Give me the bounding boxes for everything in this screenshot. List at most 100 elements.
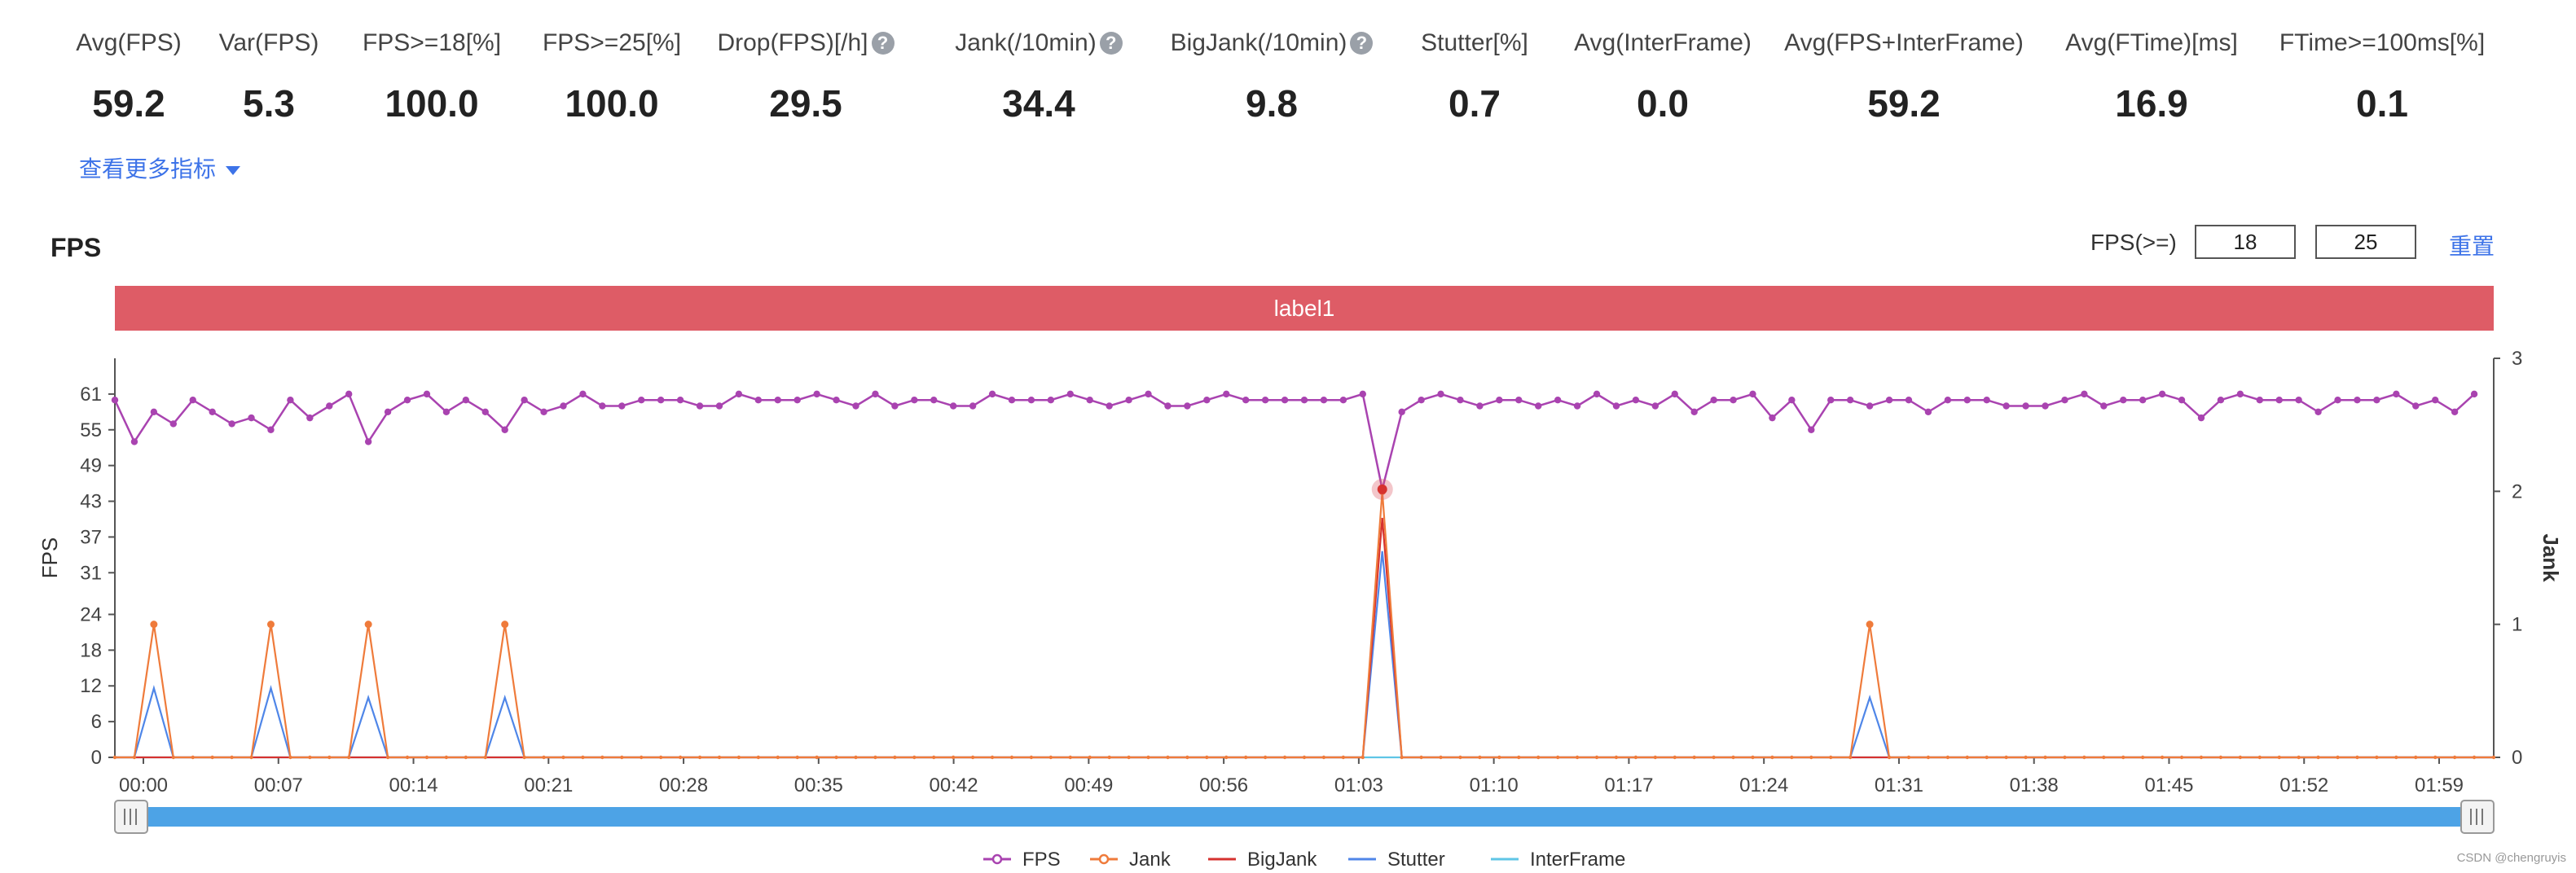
point-fps bbox=[1690, 408, 1698, 416]
metric-2: FPS>=18[%] 100.0 bbox=[301, 29, 562, 125]
point-fps bbox=[560, 402, 567, 410]
legend-item-interframe[interactable]: InterFrame bbox=[1530, 849, 1625, 871]
point-fps bbox=[2120, 396, 2127, 404]
point-fps bbox=[481, 408, 489, 416]
point-jank bbox=[1361, 755, 1365, 760]
metric-10: Avg(FTime)[ms] 16.9 bbox=[2021, 29, 2282, 125]
point-jank bbox=[347, 755, 351, 760]
point-jank bbox=[1945, 755, 1950, 760]
point-jank bbox=[2238, 755, 2243, 760]
point-jank bbox=[776, 755, 780, 760]
point-fps bbox=[521, 396, 528, 404]
point-fps bbox=[1398, 408, 1405, 416]
fps-threshold-input-2[interactable] bbox=[2315, 225, 2416, 259]
point-fps bbox=[462, 396, 470, 404]
point-jank bbox=[990, 755, 995, 760]
help-icon[interactable]: ? bbox=[871, 32, 895, 55]
point-fps bbox=[2314, 408, 2322, 416]
point-jank bbox=[893, 755, 897, 760]
point-fps bbox=[1145, 390, 1152, 398]
point-fps bbox=[2451, 408, 2459, 416]
point-fps bbox=[1106, 402, 1113, 410]
point-fps bbox=[1866, 402, 1874, 410]
y-right-tick-label: 3 bbox=[2512, 348, 2522, 370]
point-jank bbox=[581, 755, 585, 760]
y-left-tick-label: 43 bbox=[80, 491, 102, 513]
point-jank bbox=[522, 755, 526, 760]
x-tick-label: 01:52 bbox=[2279, 774, 2328, 796]
point-jank bbox=[2004, 755, 2008, 760]
point-jank bbox=[600, 755, 604, 760]
legend-item-bigjank[interactable]: BigJank bbox=[1247, 849, 1317, 871]
point-fps bbox=[442, 408, 451, 416]
point-jank bbox=[2452, 755, 2457, 760]
help-icon[interactable]: ? bbox=[1350, 32, 1374, 55]
point-fps bbox=[2354, 396, 2361, 404]
point-fps bbox=[1086, 396, 1093, 404]
point-fps bbox=[287, 396, 294, 404]
point-fps bbox=[189, 396, 196, 404]
point-jank bbox=[678, 755, 683, 760]
point-jank bbox=[815, 755, 819, 760]
legend-item-fps[interactable]: FPS bbox=[1022, 849, 1061, 871]
legend-item-jank[interactable]: Jank bbox=[1129, 849, 1172, 871]
point-jank bbox=[1731, 755, 1735, 760]
point-fps bbox=[1671, 390, 1678, 398]
metric-label: Jank(/10min)? bbox=[908, 29, 1169, 57]
point-jank bbox=[1166, 755, 1170, 760]
point-jank bbox=[756, 755, 761, 760]
point-jank bbox=[932, 755, 936, 760]
x-tick-label: 01:17 bbox=[1604, 774, 1653, 796]
metric-value: 5.3 bbox=[243, 82, 295, 125]
point-jank bbox=[266, 621, 275, 629]
point-jank bbox=[1653, 755, 1658, 760]
metric-value: 0.1 bbox=[2356, 82, 2408, 125]
point-jank bbox=[1107, 755, 1111, 760]
point-jank bbox=[1341, 755, 1346, 760]
point-fps bbox=[2217, 396, 2225, 404]
point-fps bbox=[1573, 402, 1581, 410]
point-fps bbox=[754, 396, 763, 404]
fps-threshold-input-1[interactable] bbox=[2195, 225, 2296, 259]
point-jank bbox=[2375, 755, 2379, 760]
point-jank bbox=[1243, 755, 1248, 760]
point-fps bbox=[1300, 396, 1308, 404]
point-fps bbox=[2412, 402, 2420, 410]
more-metrics-link[interactable]: 查看更多指标 bbox=[79, 151, 241, 184]
metric-5: Jank(/10min)? 34.4 bbox=[908, 29, 1169, 125]
x-tick-label: 00:35 bbox=[794, 774, 843, 796]
point-jank bbox=[1321, 755, 1326, 760]
metric-value: 59.2 bbox=[1867, 82, 1941, 125]
point-jank bbox=[1673, 755, 1677, 760]
series-line-jank bbox=[115, 491, 2494, 759]
metric-label-text: FTime>=100ms[%] bbox=[2279, 29, 2486, 56]
point-fps bbox=[1164, 402, 1172, 410]
point-jank bbox=[795, 755, 799, 760]
point-jank bbox=[2082, 755, 2086, 760]
point-jank bbox=[444, 755, 449, 760]
metric-value: 9.8 bbox=[1246, 82, 1298, 125]
point-jank bbox=[2394, 755, 2398, 760]
point-fps bbox=[1320, 396, 1328, 404]
point-jank bbox=[1809, 755, 1813, 760]
point-jank bbox=[2433, 755, 2438, 760]
point-fps bbox=[618, 402, 626, 410]
point-fps bbox=[150, 408, 158, 416]
point-jank bbox=[736, 755, 741, 760]
metric-label-text: Avg(FTime)[ms] bbox=[2065, 29, 2238, 56]
point-jank bbox=[1536, 755, 1541, 760]
x-tick-label: 01:31 bbox=[1875, 774, 1923, 796]
point-jank bbox=[1400, 755, 1404, 760]
metric-label: Avg(FPS+InterFrame) bbox=[1774, 29, 2034, 57]
help-icon[interactable]: ? bbox=[1099, 32, 1123, 55]
point-fps bbox=[169, 420, 178, 428]
reset-button[interactable]: 重置 bbox=[2449, 234, 2495, 259]
point-jank bbox=[1965, 755, 1969, 760]
point-jank bbox=[2102, 755, 2106, 760]
point-fps bbox=[1905, 396, 1913, 404]
point-jank bbox=[112, 755, 117, 760]
y-left-tick-label: 6 bbox=[91, 711, 102, 733]
y-left-tick-label: 37 bbox=[80, 526, 102, 548]
legend-item-stutter[interactable]: Stutter bbox=[1387, 849, 1445, 871]
point-jank bbox=[308, 755, 312, 760]
